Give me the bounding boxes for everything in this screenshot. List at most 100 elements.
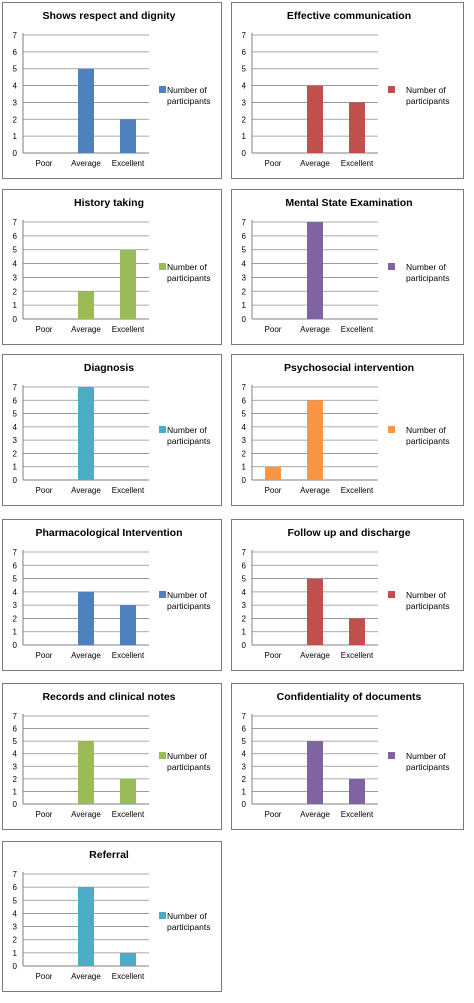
x-tick-label: Average (71, 651, 101, 660)
legend-swatch (159, 426, 166, 433)
chart-panel: Mental State Examination 0 1 2 3 4 5 6 7 Poor Aver… (231, 189, 464, 345)
bar (349, 778, 365, 804)
bar (78, 591, 94, 645)
y-tick-label: 0 (13, 641, 18, 650)
y-tick-label: 6 (13, 48, 18, 57)
y-tick-label: 0 (242, 315, 247, 324)
x-tick-label: Poor (36, 486, 53, 495)
y-tick-label: 0 (13, 149, 18, 158)
bar-chart: Referral 0 1 2 3 4 5 6 7 Poor Average Excellent Numb… (13, 849, 211, 981)
y-tick-label: 4 (242, 750, 247, 759)
x-tick-label: Poor (36, 972, 53, 981)
legend-label: Number of participants (406, 85, 449, 106)
y-tick-label: 6 (13, 883, 18, 892)
y-tick-label: 5 (13, 65, 18, 74)
legend-swatch (159, 263, 166, 270)
y-tick-label: 3 (242, 436, 247, 445)
y-tick-label: 4 (242, 588, 247, 597)
chart-panel: History taking 0 1 2 3 4 5 6 7 Poor Average Excelle… (2, 189, 222, 345)
bar (120, 605, 136, 645)
y-tick-label: 0 (242, 800, 247, 809)
bar-chart: Mental State Examination 0 1 2 3 4 5 6 7 Poor Aver… (242, 197, 450, 334)
legend-label: Number of participants (167, 85, 210, 106)
y-tick-label: 7 (13, 712, 18, 721)
y-tick-label: 2 (242, 449, 247, 458)
legend-swatch (388, 752, 395, 759)
y-tick-label: 2 (242, 775, 247, 784)
chart-title: Effective communication (287, 10, 411, 22)
legend-label: Number of participants (167, 911, 210, 932)
y-tick-label: 2 (13, 936, 18, 945)
y-tick-label: 5 (242, 246, 247, 255)
y-tick-label: 7 (13, 548, 18, 557)
x-tick-label: Average (71, 810, 101, 819)
x-tick-label: Excellent (112, 972, 145, 981)
y-tick-label: 5 (13, 896, 18, 905)
y-tick-label: 5 (242, 737, 247, 746)
y-tick-label: 5 (13, 737, 18, 746)
legend-swatch (159, 86, 166, 93)
x-tick-label: Average (71, 486, 101, 495)
bar (78, 68, 94, 153)
x-tick-label: Excellent (341, 651, 374, 660)
x-tick-label: Excellent (112, 810, 145, 819)
y-tick-label: 4 (13, 260, 18, 269)
x-tick-label: Excellent (341, 159, 374, 168)
y-tick-label: 4 (13, 423, 18, 432)
bar-chart: History taking 0 1 2 3 4 5 6 7 Poor Average Excelle… (13, 197, 211, 334)
x-tick-label: Average (71, 972, 101, 981)
y-tick-label: 7 (13, 870, 18, 879)
y-tick-label: 5 (13, 246, 18, 255)
y-tick-label: 4 (13, 750, 18, 759)
bar (307, 578, 323, 645)
x-tick-label: Average (300, 325, 330, 334)
y-tick-label: 4 (13, 909, 18, 918)
legend-label: Number of participants (167, 262, 210, 283)
y-tick-label: 2 (13, 614, 18, 623)
bar-chart: Pharmacological Intervention 0 1 2 3 4 5 6 7 Poor… (13, 527, 211, 660)
legend-swatch (388, 426, 395, 433)
y-tick-label: 2 (13, 287, 18, 296)
legend-swatch (388, 591, 395, 598)
x-tick-label: Poor (265, 651, 282, 660)
bar-chart: Confidentiality of documents 0 1 2 3 4 5 6 7 Poor… (242, 691, 450, 819)
legend-label: Number of participants (167, 590, 210, 611)
x-tick-label: Poor (36, 159, 53, 168)
legend-swatch (159, 591, 166, 598)
bar-chart: Records and clinical notes 0 1 2 3 4 5 6 7 Poor Av… (13, 691, 211, 819)
chart-panel: Shows respect and dignity 0 1 2 3 4 5 6 7 Poor Ave… (2, 2, 222, 179)
bar (349, 102, 365, 153)
legend-label: Number of participants (406, 262, 449, 283)
y-tick-label: 0 (242, 641, 247, 650)
y-tick-label: 4 (242, 423, 247, 432)
chart-title: Follow up and discharge (287, 527, 410, 539)
y-tick-label: 0 (242, 149, 247, 158)
y-tick-label: 0 (13, 962, 18, 971)
y-tick-label: 6 (13, 561, 18, 570)
x-tick-label: Excellent (112, 325, 145, 334)
bar (307, 741, 323, 804)
bar-chart: Shows respect and dignity 0 1 2 3 4 5 6 7 Poor Ave… (13, 10, 211, 168)
bar (120, 249, 136, 319)
y-tick-label: 5 (13, 410, 18, 419)
y-tick-label: 1 (242, 301, 247, 310)
y-tick-label: 2 (13, 115, 18, 124)
chart-panel: Pharmacological Intervention 0 1 2 3 4 5 6 7 Poor… (2, 519, 222, 671)
x-tick-label: Average (71, 325, 101, 334)
bar (78, 291, 94, 319)
chart-panel: Psychosocial intervention 0 1 2 3 4 5 6 7 Poor Ave… (231, 354, 464, 506)
chart-title: Psychosocial intervention (284, 362, 414, 374)
chart-title: Mental State Examination (285, 197, 412, 209)
x-tick-label: Average (300, 651, 330, 660)
y-tick-label: 1 (13, 787, 18, 796)
y-tick-label: 7 (13, 383, 18, 392)
chart-panel: Referral 0 1 2 3 4 5 6 7 Poor Average Excellent Numb… (2, 841, 222, 992)
chart-panel: Effective communication 0 1 2 3 4 5 6 7 Poor Avera… (231, 2, 464, 179)
x-tick-label: Average (300, 486, 330, 495)
chart-title: History taking (74, 197, 144, 209)
y-tick-label: 6 (242, 725, 247, 734)
y-tick-label: 6 (242, 232, 247, 241)
chart-title: Pharmacological Intervention (35, 527, 182, 539)
y-tick-label: 5 (242, 65, 247, 74)
y-tick-label: 4 (13, 82, 18, 91)
